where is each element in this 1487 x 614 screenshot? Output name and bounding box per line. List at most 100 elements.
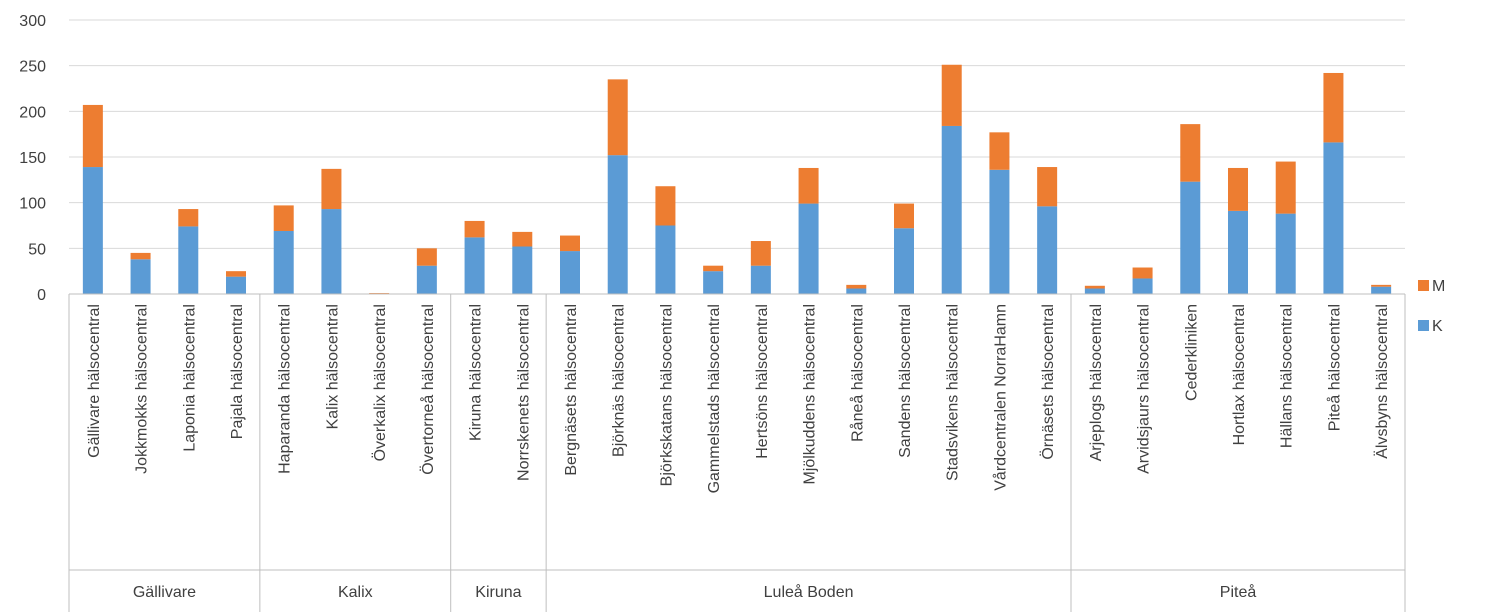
bar-segment-k [512, 246, 533, 294]
bar-segment-m [1275, 161, 1296, 214]
x-category-label: Överkalix hälsocentral [371, 304, 389, 461]
x-category-label: Hortlax hälsocentral [1231, 304, 1248, 445]
x-category-label: Piteå hälsocentral [1325, 304, 1343, 431]
legend-swatch-k [1418, 320, 1429, 331]
bar-segment-m [321, 168, 342, 210]
x-category-label: Haparanda hälsocentral [277, 304, 294, 474]
x-category-label: Hertsöns hälsocentral [754, 304, 771, 459]
bar-segment-m [703, 265, 724, 272]
x-category-label: Arjeplogs hälsocentral [1088, 304, 1105, 461]
bar-segment-k [1228, 210, 1248, 294]
bar-segment-m [273, 205, 294, 231]
bar-segment-m [750, 241, 771, 266]
bar-segment-m [1228, 167, 1248, 211]
bar-segment-m [82, 104, 103, 168]
bar-segment-k [750, 265, 771, 294]
x-category-label: Älvsbyns hälsocentral [1373, 304, 1391, 459]
x-category-label: Örnäsets hälsocentral [1039, 304, 1057, 460]
bar-segment-m [1323, 72, 1344, 143]
bar-segment-m [416, 248, 437, 266]
x-category-label: Norrskenets hälsocentral [515, 304, 532, 481]
x-category-label: Sandens hälsocentral [897, 304, 914, 458]
bar-segment-k [703, 271, 724, 294]
x-group-label: Kiruna [475, 584, 521, 601]
x-category-label: Bergnäsets hälsocentral [563, 304, 580, 476]
legend-label-k: K [1432, 318, 1443, 335]
bar-segment-k [1371, 286, 1392, 294]
legend: MK [1418, 278, 1445, 335]
bar-segment-k [321, 209, 342, 294]
bar-segment-m [798, 167, 819, 204]
bar-segment-m [894, 203, 914, 229]
bar-segment-k [1180, 181, 1201, 294]
x-category-label: Råneå hälsocentral [848, 304, 866, 442]
x-category-label: Björknäs hälsocentral [611, 304, 628, 457]
bar-segment-k [989, 169, 1010, 294]
x-category-label: Gällivare hälsocentral [86, 304, 103, 458]
bar-segment-k [1132, 278, 1153, 294]
y-axis: 0 50 100 150 200 250 300 [19, 13, 46, 304]
y-tick-label: 200 [19, 104, 46, 121]
x-category-label: Mjölkuddens hälsocentral [802, 304, 819, 485]
bar-segment-m [130, 252, 151, 260]
bar-segment-m [464, 220, 485, 238]
x-group-label: Gällivare [133, 584, 196, 601]
bar-segment-m [941, 64, 962, 126]
bar-segment-k [464, 237, 485, 294]
x-category-label: Cederkliniken [1183, 304, 1200, 401]
bar-segment-k [607, 155, 628, 294]
bar-segment-k [82, 167, 103, 294]
gridlines [69, 19, 1405, 249]
y-tick-label: 100 [19, 196, 46, 213]
bar-segment-m [1180, 124, 1201, 182]
y-tick-label: 150 [19, 150, 46, 167]
bar-segment-m [560, 235, 580, 252]
x-category-label: Övertorneå hälsocentral [419, 304, 437, 475]
bar-segment-k [1037, 206, 1058, 294]
legend-label-m: M [1432, 278, 1445, 295]
x-axis: Gällivare hälsocentral Jokkmokks hälsocen… [68, 293, 1406, 612]
bar-segment-m [512, 231, 533, 247]
legend-swatch-m [1418, 280, 1429, 291]
x-category-label: Jokkmokks hälsocentral [134, 304, 151, 474]
x-category-label: Vårdcentralen NorraHamn [991, 304, 1009, 491]
bar-segment-k [894, 228, 914, 294]
bar-segment-k [178, 226, 199, 294]
bar-segment-k [655, 225, 676, 294]
bar-segment-k [1275, 213, 1296, 294]
bar-segment-k [1084, 288, 1105, 294]
x-category-label: Kiruna hälsocentral [468, 304, 485, 441]
bar-segment-m [1371, 284, 1392, 287]
x-group-label: Luleå Boden [764, 583, 854, 601]
bar-segment-k [560, 251, 580, 294]
bar-segment-k [846, 288, 867, 294]
x-category-label: Hällans hälsocentral [1279, 304, 1296, 448]
bar-segment-k [798, 203, 819, 294]
bars [82, 64, 1392, 295]
y-tick-label: 300 [19, 13, 46, 30]
bar-segment-m [846, 284, 867, 289]
bar-segment-m [1132, 267, 1153, 279]
y-tick-label: 50 [28, 241, 46, 258]
x-category-label: Arvidsjaurs hälsocentral [1136, 304, 1153, 474]
x-category-label: Gammelstads hälsocentral [706, 304, 723, 493]
bar-segment-k [416, 265, 437, 294]
x-category-label: Kalix hälsocentral [324, 304, 341, 429]
x-group-label: Piteå [1220, 583, 1257, 601]
x-group-label: Kalix [338, 584, 373, 601]
bar-segment-k [226, 276, 246, 294]
bar-segment-m [607, 79, 628, 156]
y-tick-label: 250 [19, 59, 46, 76]
x-category-label: Laponia hälsocentral [181, 304, 198, 452]
bar-segment-k [130, 259, 151, 294]
x-category-label: Pajala hälsocentral [229, 304, 246, 439]
bar-segment-m [1037, 167, 1058, 207]
y-tick-label: 0 [37, 287, 46, 304]
bar-segment-m [178, 209, 199, 227]
x-category-label: Björkskatans hälsocentral [658, 304, 675, 486]
bar-segment-m [989, 132, 1010, 170]
bar-segment-m [655, 186, 676, 226]
x-category-label: Stadsvikens hälsocentral [945, 304, 962, 481]
bar-segment-k [1323, 142, 1344, 294]
